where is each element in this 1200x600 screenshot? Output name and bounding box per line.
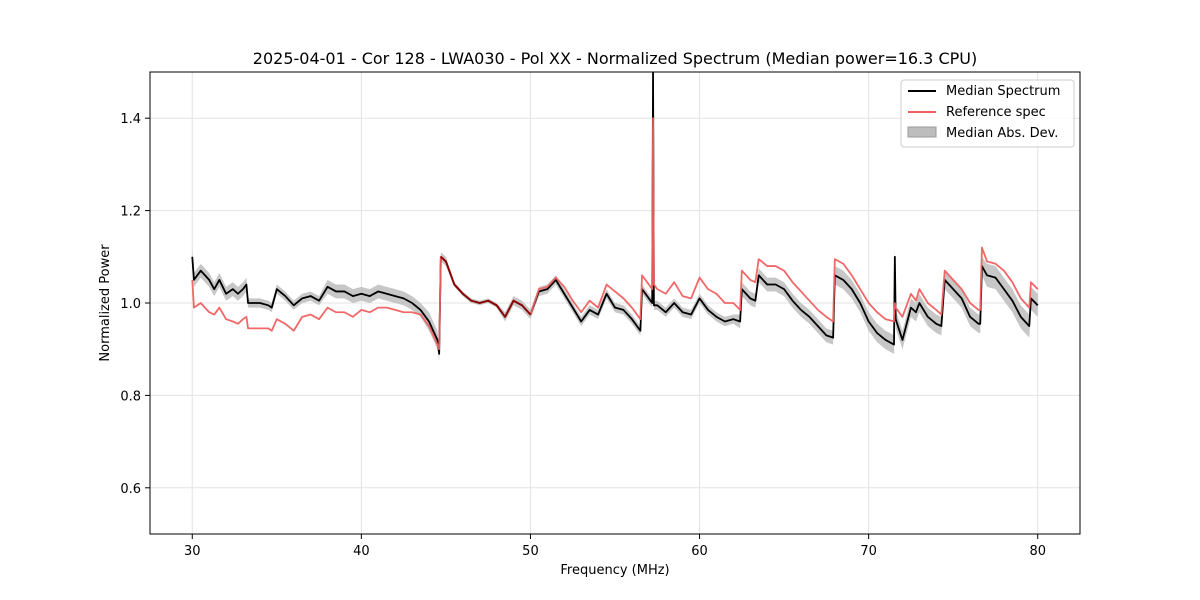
legend-box [900, 79, 1075, 148]
data-layer [191, 72, 1039, 361]
y-tick-label: 1.4 [120, 112, 141, 127]
series-median-abs-dev-band [192, 72, 1038, 361]
legend-label-median-spectrum: Median Spectrum [946, 84, 1060, 99]
axis-ticks: 30 40 50 60 70 80 0.6 0.8 1.0 1.2 1.4 [120, 112, 1046, 559]
x-tick-label: 70 [860, 544, 877, 559]
x-tick-label: 80 [1029, 544, 1046, 559]
legend: Median Spectrum Reference spec Median Ab… [900, 79, 1075, 148]
x-tick-label: 50 [522, 544, 539, 559]
x-tick-label: 40 [353, 544, 370, 559]
x-tick-label: 60 [691, 544, 708, 559]
y-tick-label: 1.2 [120, 205, 141, 220]
y-tick-label: 0.6 [120, 482, 141, 497]
x-tick-label: 30 [184, 544, 201, 559]
legend-label-median-abs-dev: Median Abs. Dev. [946, 126, 1058, 141]
chart-title: 2025-04-01 - Cor 128 - LWA030 - Pol XX -… [253, 49, 977, 68]
x-axis-label: Frequency (MHz) [560, 563, 669, 578]
y-tick-label: 0.8 [120, 389, 141, 404]
y-tick-label: 1.0 [120, 297, 141, 312]
series-reference-spec [191, 117, 1039, 351]
legend-swatch-median-abs-dev [907, 126, 937, 138]
series-overlap-segment [440, 256, 532, 318]
y-axis-label: Normalized Power [98, 244, 113, 362]
legend-label-reference-spec: Reference spec [946, 105, 1046, 120]
